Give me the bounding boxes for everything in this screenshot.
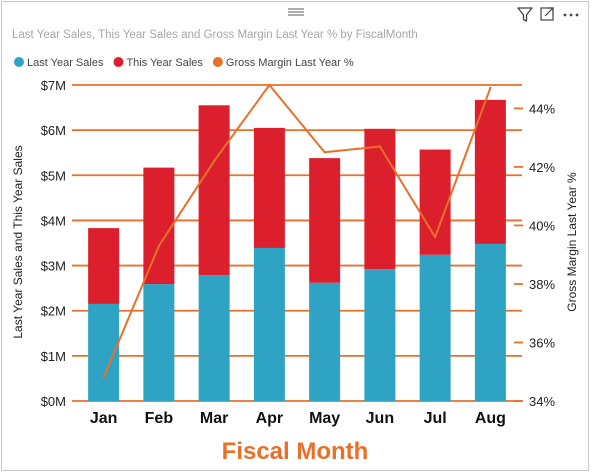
x-tick-label-may: May	[309, 410, 340, 427]
line-gross-margin[interactable]	[102, 84, 492, 378]
bar-apr-series-0[interactable]	[253, 247, 285, 401]
y2-tick-label-2: 38%	[529, 277, 555, 292]
legend-label-2[interactable]: Gross Margin Last Year %	[226, 57, 354, 69]
legend-label-1[interactable]: This Year Sales	[126, 57, 203, 69]
bar-jun-series-1[interactable]	[364, 128, 396, 270]
x-tick-label-feb: Feb	[145, 410, 174, 427]
line-point-may[interactable]	[323, 151, 326, 154]
filter-icon[interactable]	[517, 7, 533, 22]
y-tick-label-1: $1M	[41, 349, 66, 364]
bar-jan-series-1[interactable]	[88, 228, 120, 304]
x-axis-title: Fiscal Month	[222, 438, 369, 465]
bar-may-series-0[interactable]	[309, 282, 341, 401]
y2-tick-label-0: 34%	[529, 394, 555, 409]
y-tick-label-5: $5M	[41, 168, 66, 183]
line-point-jun[interactable]	[378, 145, 382, 148]
x-tick-label-aug: Aug	[475, 410, 506, 427]
y-tick-label-7: $7M	[41, 78, 66, 93]
bar-feb-series-0[interactable]	[143, 284, 175, 401]
y-tick-label-3: $3M	[41, 259, 66, 274]
line-point-jan[interactable]	[102, 376, 105, 379]
y-axis-title: Last Year Sales and This Year Sales	[11, 145, 25, 338]
bar-apr-series-1[interactable]	[253, 127, 285, 248]
x-tick-label-apr: Apr	[256, 410, 284, 427]
line-point-mar[interactable]	[212, 159, 216, 163]
x-tick-label-mar: Mar	[200, 410, 228, 427]
bar-may-series-1[interactable]	[309, 158, 341, 283]
bar-mar-series-1[interactable]	[198, 105, 230, 276]
focus-mode-icon[interactable]	[540, 7, 554, 21]
legend: Last Year Sales This Year Sales Gross Marg…	[14, 57, 354, 69]
y2-tick-label-1: 36%	[529, 335, 555, 350]
bar-feb-series-1[interactable]	[143, 167, 175, 285]
legend-marker-0	[14, 57, 24, 67]
y2-axis-title: Gross Margin Last Year %	[565, 172, 579, 312]
line-series	[102, 83, 492, 379]
line-point-jul[interactable]	[433, 235, 437, 239]
bar-aug-series-0[interactable]	[474, 243, 506, 401]
bar-series	[88, 99, 506, 401]
bar-aug-series-1[interactable]	[474, 99, 506, 244]
y2-tick-label-4: 42%	[529, 160, 555, 175]
gridlines	[72, 84, 522, 402]
y-tick-label-4: $4M	[41, 213, 66, 228]
line-point-apr[interactable]	[268, 83, 271, 87]
bar-jul-series-0[interactable]	[419, 254, 451, 401]
x-tick-label-jul: Jul	[424, 410, 447, 427]
bar-jul-series-1[interactable]	[419, 149, 451, 255]
legend-marker-2	[212, 57, 223, 67]
x-tick-label-jun: Jun	[366, 410, 394, 427]
drag-handle-icon[interactable]	[288, 8, 304, 16]
line-point-feb[interactable]	[157, 244, 161, 248]
y-tick-label-0: $0M	[41, 394, 66, 409]
legend-marker-1	[113, 57, 124, 67]
chart-title: Last Year Sales, This Year Sales and Gro…	[12, 29, 418, 41]
legend-label-0[interactable]: Last Year Sales	[27, 57, 104, 69]
bar-jun-series-0[interactable]	[364, 269, 396, 401]
line-point-aug[interactable]	[489, 86, 492, 90]
bar-mar-series-0[interactable]	[198, 275, 230, 401]
y-axis-ticks: $0M $1M $2M $3M $4M $5M $6M $7M	[41, 78, 66, 409]
y-tick-label-2: $2M	[41, 304, 66, 319]
y2-tick-label-5: 44%	[529, 101, 555, 116]
x-tick-label-jan: Jan	[90, 410, 118, 427]
y2-axis-ticks: 34% 36% 38% 40% 42% 44%	[514, 101, 555, 409]
more-options-icon[interactable]	[563, 13, 579, 17]
x-axis-ticks: Jan Feb Mar Apr May Jun Jul Aug	[90, 410, 506, 427]
y2-tick-label-3: 40%	[529, 218, 555, 233]
y-tick-label-6: $6M	[41, 123, 66, 138]
